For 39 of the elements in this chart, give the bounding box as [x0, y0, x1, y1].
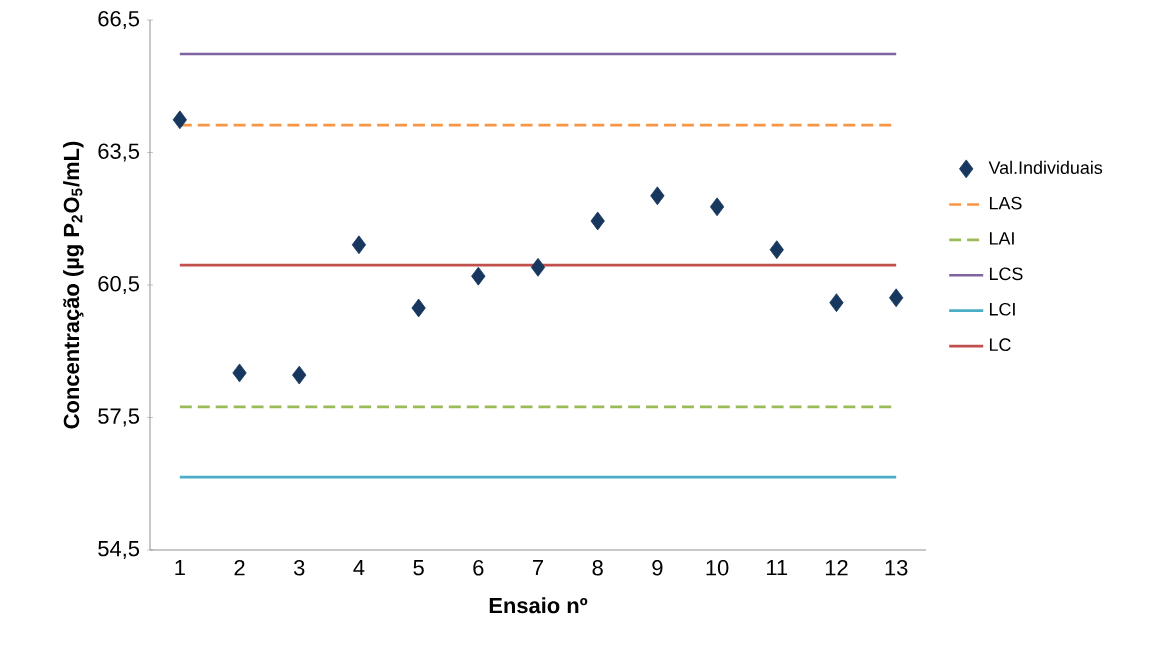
- x-tick-label: 7: [533, 560, 543, 576]
- legend-label: Val.Individuais: [988, 160, 1103, 175]
- legend-label: LCI: [989, 302, 1015, 316]
- x-tick-label: 2: [234, 560, 245, 576]
- x-tick-label: 12: [825, 560, 848, 576]
- point: [172, 110, 187, 130]
- point: [411, 298, 426, 318]
- point: [650, 186, 665, 206]
- point: [889, 288, 904, 308]
- y-axis-title: Concentração (µg P$_{2}$O$_{5}$/mL): [63, 141, 84, 429]
- point: [709, 197, 725, 217]
- x-tick-label: 13: [885, 560, 908, 576]
- x-tick-label: 4: [353, 560, 365, 576]
- y-tick-label: 60,5: [98, 275, 140, 295]
- x-tick-label: 3: [293, 560, 305, 576]
- legend-label: LAS: [989, 196, 1022, 210]
- y-tick-label: 54,5: [98, 541, 140, 559]
- x-tick-label: 5: [413, 560, 424, 576]
- x-tick-label: 8: [592, 560, 603, 576]
- y-tick-label: 66,5: [98, 10, 140, 30]
- legend-label: LC: [989, 338, 1011, 352]
- x-tick-label: 6: [473, 560, 484, 576]
- point: [530, 257, 546, 277]
- point: [471, 266, 486, 286]
- point: [829, 293, 844, 313]
- point: [769, 240, 784, 260]
- point: [590, 211, 605, 231]
- x-tick-label: 1: [175, 560, 185, 576]
- x-tick-label: 10: [706, 560, 729, 576]
- y-tick-label: 57,5: [98, 408, 140, 427]
- y-tick-label: 63,5: [98, 143, 140, 162]
- point: [351, 235, 367, 255]
- x-axis-title: Ensaio nº: [489, 597, 588, 614]
- legend-label: LAI: [989, 232, 1014, 245]
- x-tick-label: 9: [652, 560, 663, 576]
- point: [232, 363, 247, 383]
- legend-label: LCS: [989, 267, 1023, 281]
- point: [292, 365, 307, 385]
- x-tick-label: 11: [767, 560, 788, 576]
